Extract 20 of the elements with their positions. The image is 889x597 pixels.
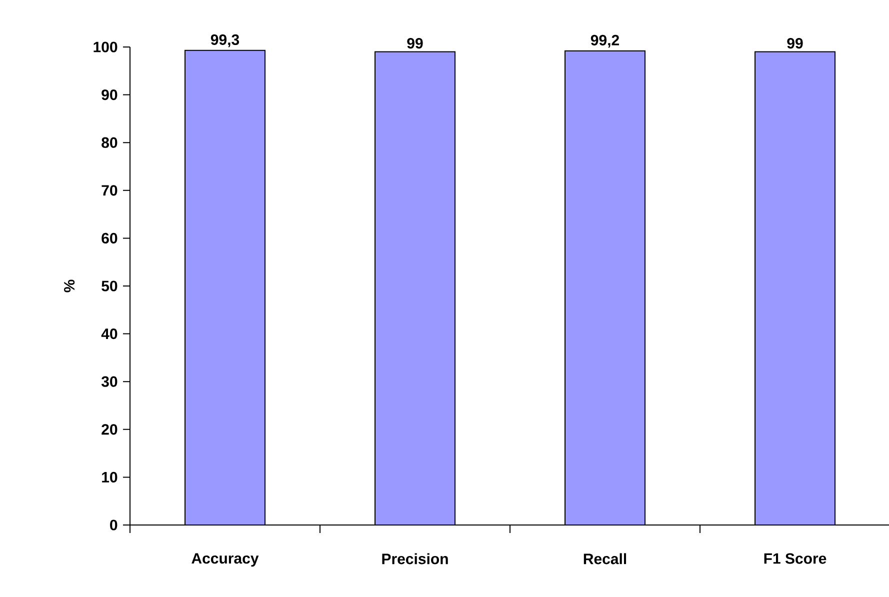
y-tick-label: 0 — [110, 520, 118, 530]
x-tick-label: Precision — [382, 553, 448, 564]
y-tick-label: 80 — [102, 137, 118, 148]
y-tick-label: 10 — [102, 472, 118, 483]
y-tick-label: 30 — [101, 376, 118, 387]
data-label: 99,2 — [590, 34, 619, 48]
y-tick-label: 50 — [102, 280, 118, 292]
data-label: 99 — [407, 38, 423, 49]
y-tick-label: 20 — [102, 424, 118, 435]
x-tick-label: Recall — [584, 553, 626, 564]
data-label: 99 — [787, 38, 803, 49]
data-label: 99,3 — [210, 34, 240, 48]
x-tick-label: F1 Score — [764, 553, 826, 564]
y-tick-label: 70 — [102, 185, 118, 196]
y-tick-label: 40 — [101, 328, 118, 340]
y-tick-label: 60 — [102, 232, 118, 244]
y-tick-label: 90 — [102, 89, 118, 100]
x-tick-label: Accuracy — [192, 553, 259, 567]
y-tick-label: 100 — [94, 42, 118, 52]
y-axis-title: % — [64, 280, 75, 292]
